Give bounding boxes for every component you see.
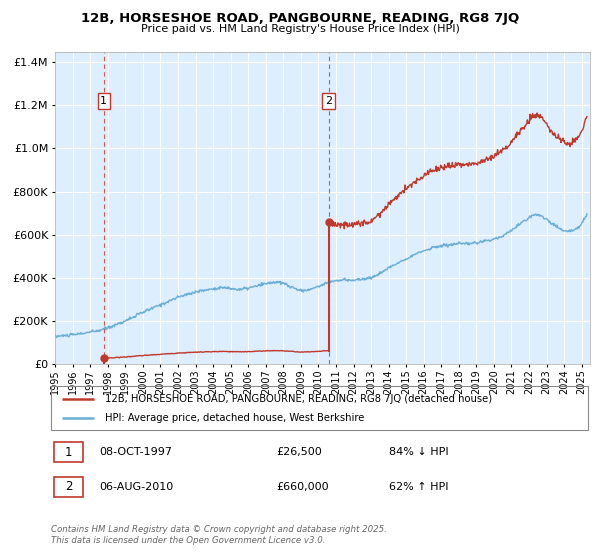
Bar [53, 477, 83, 497]
Text: 62% ↑ HPI: 62% ↑ HPI [389, 482, 449, 492]
Text: 1: 1 [100, 96, 107, 106]
Text: £26,500: £26,500 [277, 447, 322, 458]
Text: 12B, HORSESHOE ROAD, PANGBOURNE, READING, RG8 7JQ (detached house): 12B, HORSESHOE ROAD, PANGBOURNE, READING… [105, 394, 492, 404]
Text: 2: 2 [325, 96, 332, 106]
Text: 12B, HORSESHOE ROAD, PANGBOURNE, READING, RG8 7JQ: 12B, HORSESHOE ROAD, PANGBOURNE, READING… [81, 12, 519, 25]
Text: 84% ↓ HPI: 84% ↓ HPI [389, 447, 449, 458]
Text: Price paid vs. HM Land Registry's House Price Index (HPI): Price paid vs. HM Land Registry's House … [140, 24, 460, 34]
Text: HPI: Average price, detached house, West Berkshire: HPI: Average price, detached house, West… [105, 413, 364, 423]
Text: 06-AUG-2010: 06-AUG-2010 [100, 482, 173, 492]
Text: Contains HM Land Registry data © Crown copyright and database right 2025.
This d: Contains HM Land Registry data © Crown c… [51, 525, 387, 545]
Text: 2: 2 [65, 480, 72, 493]
Bar [53, 442, 83, 462]
Text: £660,000: £660,000 [277, 482, 329, 492]
Text: 1: 1 [65, 446, 72, 459]
Text: 08-OCT-1997: 08-OCT-1997 [100, 447, 172, 458]
